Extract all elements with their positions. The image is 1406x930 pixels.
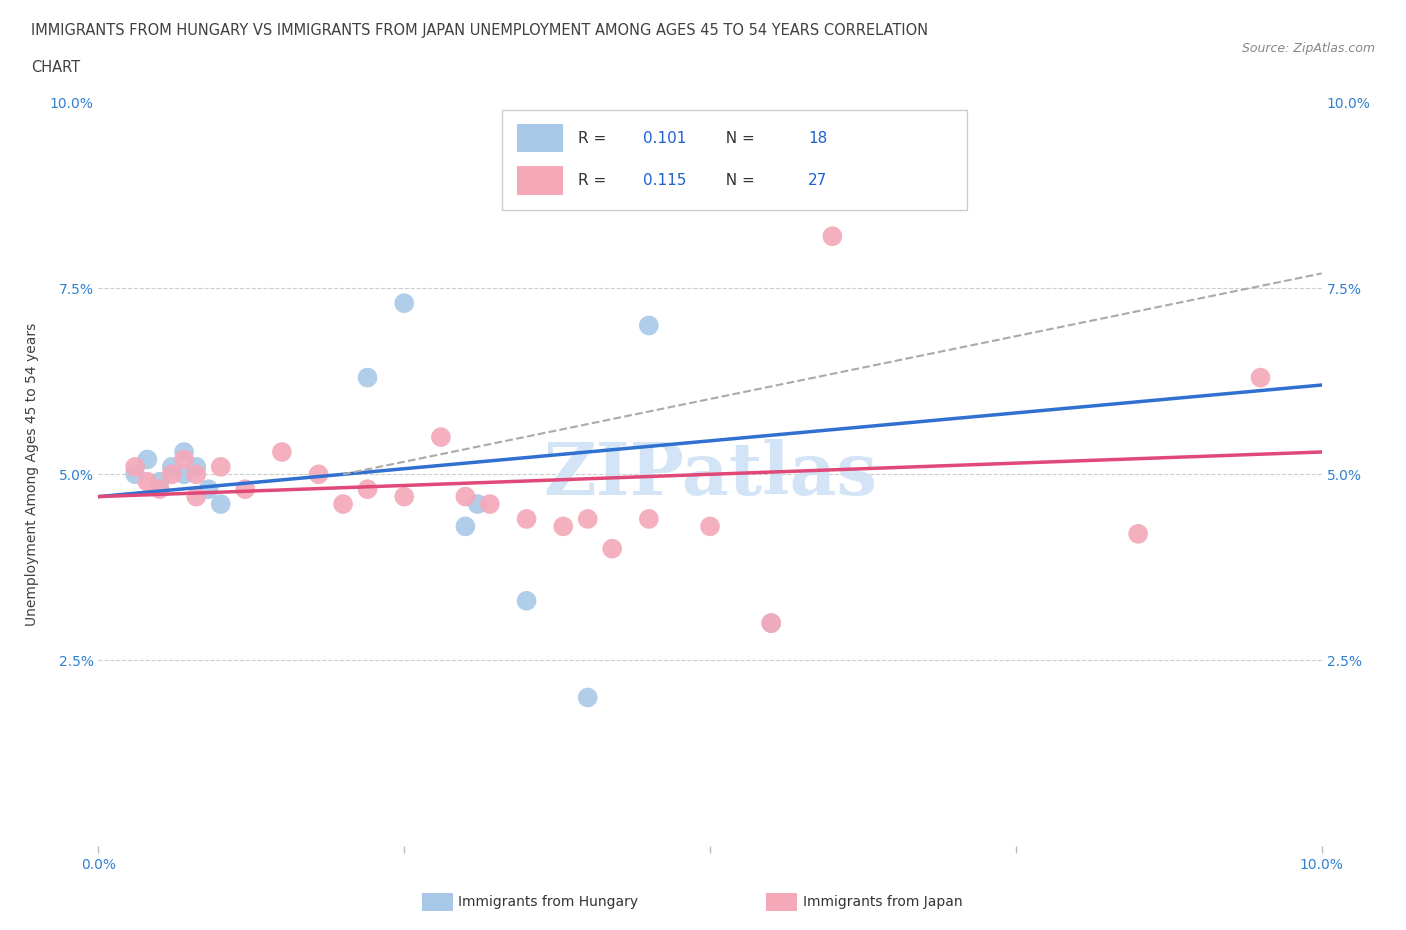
FancyBboxPatch shape <box>517 124 564 153</box>
Point <box>576 690 599 705</box>
Point <box>197 482 219 497</box>
Text: R =: R = <box>578 130 612 145</box>
Point <box>124 459 146 474</box>
Text: 0.101: 0.101 <box>643 130 686 145</box>
Point <box>136 452 159 467</box>
Point <box>270 445 292 459</box>
Point <box>233 482 256 497</box>
Point <box>392 296 416 311</box>
Point <box>454 489 477 504</box>
Text: Source: ZipAtlas.com: Source: ZipAtlas.com <box>1241 42 1375 55</box>
Point <box>467 497 489 512</box>
Point <box>136 474 159 489</box>
Point <box>1249 370 1271 385</box>
Point <box>516 593 538 608</box>
Point <box>160 459 183 474</box>
Point <box>356 482 378 497</box>
FancyBboxPatch shape <box>517 166 564 194</box>
Point <box>149 482 172 497</box>
Text: Immigrants from Hungary: Immigrants from Hungary <box>458 895 638 910</box>
Point <box>430 430 453 445</box>
Point <box>600 541 623 556</box>
Point <box>553 519 575 534</box>
Point <box>209 459 232 474</box>
Point <box>759 616 782 631</box>
Point <box>186 489 208 504</box>
Point <box>173 445 195 459</box>
Text: CHART: CHART <box>31 60 80 75</box>
Point <box>149 474 172 489</box>
Point <box>637 512 661 526</box>
Point <box>759 616 782 631</box>
Text: ZIPatlas: ZIPatlas <box>543 439 877 510</box>
Point <box>478 497 501 512</box>
Text: 0.115: 0.115 <box>643 173 686 188</box>
Point <box>186 459 208 474</box>
Point <box>576 512 599 526</box>
Text: Immigrants from Japan: Immigrants from Japan <box>803 895 963 910</box>
Point <box>173 467 195 482</box>
Point <box>356 370 378 385</box>
Point <box>1128 526 1150 541</box>
Point <box>209 497 232 512</box>
Point <box>516 512 538 526</box>
Point <box>308 467 330 482</box>
Point <box>173 452 195 467</box>
Point <box>186 467 208 482</box>
Text: 18: 18 <box>808 130 827 145</box>
FancyBboxPatch shape <box>502 110 967 210</box>
Text: N =: N = <box>716 173 759 188</box>
Point <box>699 519 721 534</box>
Point <box>160 467 183 482</box>
Point <box>637 318 661 333</box>
Text: N =: N = <box>716 130 759 145</box>
Point <box>821 169 844 184</box>
Point <box>332 497 354 512</box>
Text: 27: 27 <box>808 173 827 188</box>
Text: IMMIGRANTS FROM HUNGARY VS IMMIGRANTS FROM JAPAN UNEMPLOYMENT AMONG AGES 45 TO 5: IMMIGRANTS FROM HUNGARY VS IMMIGRANTS FR… <box>31 23 928 38</box>
Point <box>821 229 844 244</box>
Point <box>124 467 146 482</box>
Point <box>454 519 477 534</box>
Point <box>392 489 416 504</box>
Y-axis label: Unemployment Among Ages 45 to 54 years: Unemployment Among Ages 45 to 54 years <box>24 323 38 626</box>
Text: R =: R = <box>578 173 612 188</box>
